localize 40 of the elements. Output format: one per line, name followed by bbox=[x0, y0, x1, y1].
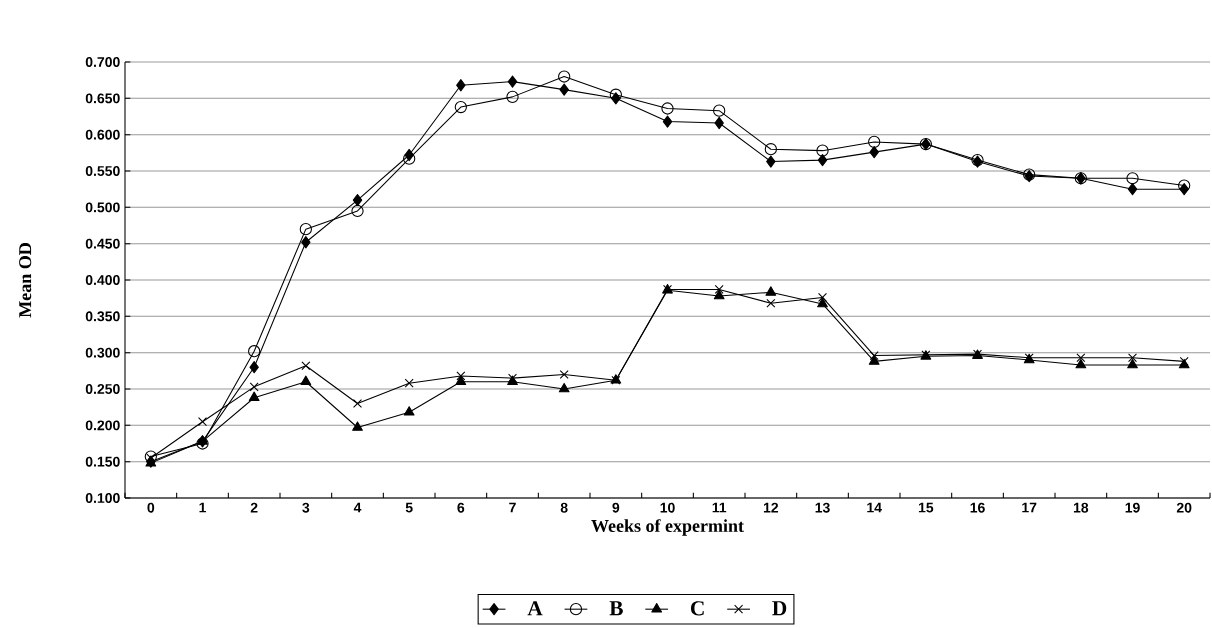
x-tick-label: 8 bbox=[560, 502, 568, 513]
x-tick-label: 12 bbox=[763, 502, 779, 513]
x-tick-label: 18 bbox=[1073, 502, 1089, 513]
y-tick-label: 0.350 bbox=[85, 311, 120, 322]
y-tick-label: 0.500 bbox=[85, 202, 120, 213]
x-tick-label: 10 bbox=[660, 502, 675, 513]
legend-label: C bbox=[690, 601, 704, 616]
legend-label: A bbox=[527, 601, 543, 616]
y-tick-label: 0.300 bbox=[85, 347, 120, 358]
x-tick-label: 20 bbox=[1176, 502, 1192, 513]
x-tick-label: 2 bbox=[250, 502, 258, 513]
x-tick-label: 0 bbox=[147, 502, 155, 513]
y-axis-title: Mean OD bbox=[19, 243, 32, 318]
y-tick-label: 0.250 bbox=[85, 384, 120, 394]
y-tick-label: 0.150 bbox=[85, 456, 120, 467]
x-tick-label: 6 bbox=[457, 502, 465, 513]
x-tick-label: 9 bbox=[612, 502, 620, 513]
x-tick-label: 4 bbox=[353, 502, 362, 513]
y-tick-label: 0.200 bbox=[85, 420, 120, 431]
y-tick-label: 0.600 bbox=[85, 129, 120, 140]
x-tick-label: 16 bbox=[970, 502, 985, 513]
legend-label: B bbox=[609, 601, 623, 616]
y-tick-label: 0.550 bbox=[85, 166, 120, 176]
y-tick-label: 0.650 bbox=[85, 93, 120, 104]
x-tick-label: 13 bbox=[815, 502, 830, 513]
x-tick-label: 14 bbox=[867, 502, 882, 513]
y-tick-label: 0.450 bbox=[85, 238, 120, 249]
x-tick-label: 7 bbox=[509, 502, 516, 513]
y-tick-label: 0.400 bbox=[85, 275, 120, 285]
x-tick-label: 5 bbox=[405, 502, 413, 513]
x-tick-label: 11 bbox=[712, 502, 727, 513]
x-tick-label: 19 bbox=[1125, 502, 1140, 513]
x-tick-label: 17 bbox=[1022, 502, 1037, 513]
x-tick-label: 1 bbox=[199, 502, 206, 513]
y-tick-label: 0.100 bbox=[85, 493, 120, 503]
y-tick-label: 0.700 bbox=[85, 57, 120, 67]
x-tick-label: 3 bbox=[302, 502, 310, 513]
x-axis-title: Weeks of expermint bbox=[591, 519, 744, 536]
legend-label: D bbox=[772, 601, 787, 616]
x-tick-label: 15 bbox=[918, 502, 934, 513]
